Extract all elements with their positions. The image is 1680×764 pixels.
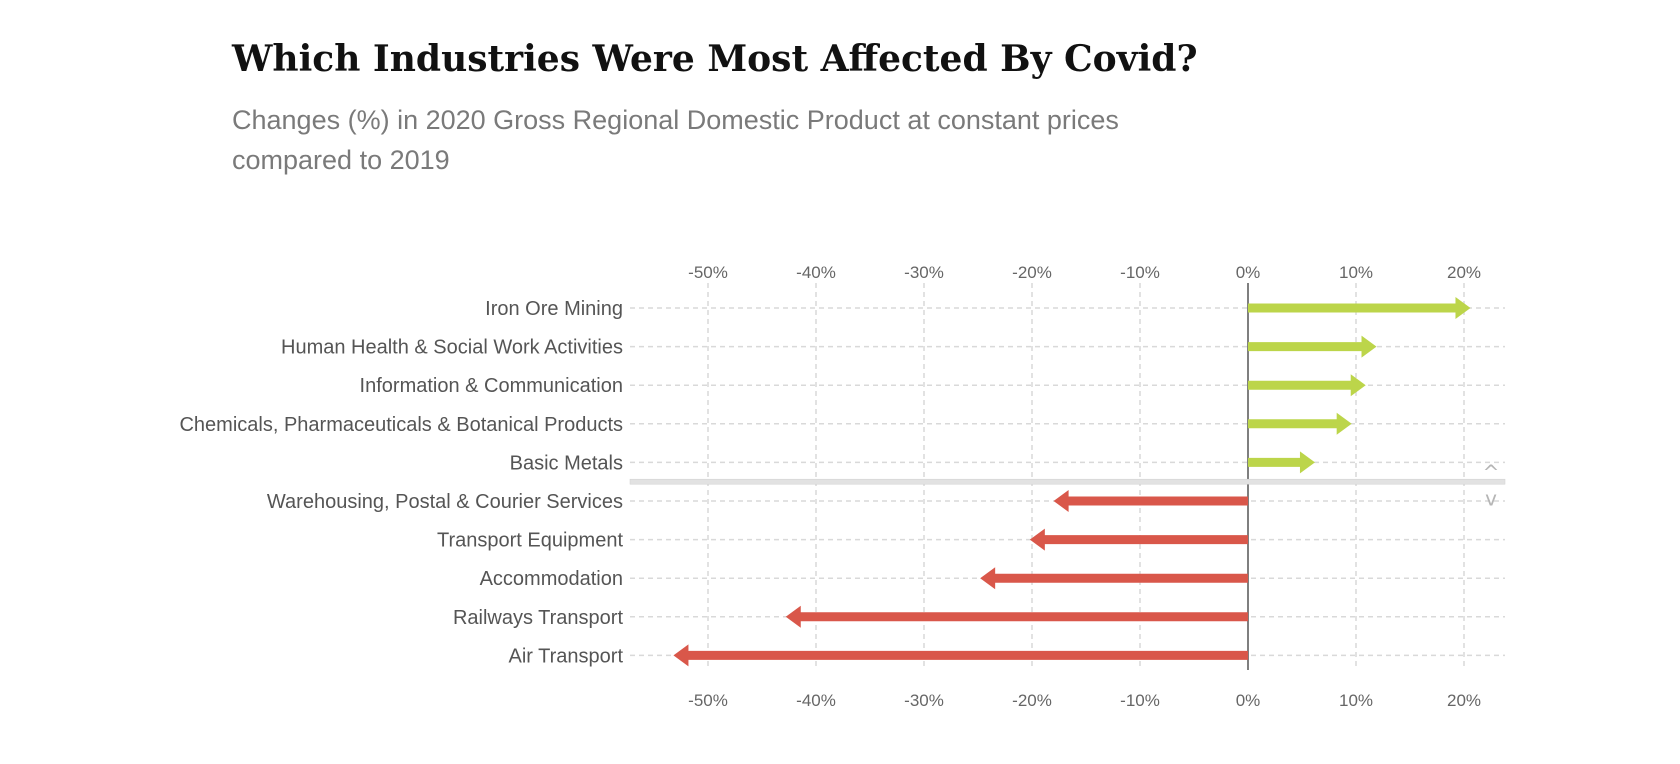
category-label: Chemicals, Pharmaceuticals & Botanical P… [179,414,623,436]
category-label: Information & Communication [360,375,623,397]
bars [673,297,1471,667]
category-labels: Iron Ore Mining Human Health & Social Wor… [179,298,623,667]
bar-arrow [1248,335,1377,358]
chart-title: Which Industries Were Most Affected By C… [232,38,1198,80]
bar-arrow [980,567,1248,590]
bar-arrow [1248,297,1471,319]
category-label: Warehousing, Postal & Courier Services [267,491,623,513]
x-tick-label-bottom: -50% [688,691,728,710]
bar-arrow [1029,528,1248,551]
bar-arrow [1053,490,1248,512]
x-tick-label-top: -50% [688,263,728,282]
x-tick-label-top: -20% [1012,263,1052,282]
category-label: Air Transport [509,645,624,667]
x-tick-label-top: -30% [904,263,944,282]
x-tick-label-top: 20% [1447,263,1481,282]
x-tick-label-top: -10% [1120,263,1160,282]
category-label: Basic Metals [510,452,623,474]
x-tick-label-top: 10% [1339,263,1373,282]
x-tick-label-bottom: 20% [1447,691,1481,710]
bar-arrow [1248,451,1315,474]
chart-subtitle: Changes (%) in 2020 Gross Regional Domes… [232,105,1119,175]
category-label: Accommodation [480,568,623,590]
bar-arrow [785,605,1248,628]
bar-arrow [1248,374,1366,397]
bar-arrow [1248,412,1352,435]
x-tick-label-bottom: -30% [904,691,944,710]
scroll-up-icon[interactable]: ^ [1483,461,1500,485]
x-tick-label-bottom: 0% [1236,691,1261,710]
x-axis: -50% -50% -40% -40% -30% -30% -20% -20% -10% -10%… [688,263,1481,710]
x-tick-label-bottom: -20% [1012,691,1052,710]
scroll-divider [629,478,1506,485]
category-label: Railways Transport [453,607,624,629]
x-tick-label-bottom: -40% [796,691,836,710]
scroll-controls[interactable]: ^ v [1483,461,1500,511]
x-tick-label-top: -40% [796,263,836,282]
bar-arrow [673,644,1248,667]
grid-lines [630,283,1505,670]
scroll-down-icon[interactable]: v [1485,487,1497,511]
category-label: Iron Ore Mining [485,298,623,320]
category-label: Human Health & Social Work Activities [281,337,623,359]
x-tick-label-top: 0% [1236,263,1261,282]
group-divider [629,478,1506,485]
category-label: Transport Equipment [437,530,623,552]
x-tick-label-bottom: 10% [1339,691,1373,710]
x-tick-label-bottom: -10% [1120,691,1160,710]
